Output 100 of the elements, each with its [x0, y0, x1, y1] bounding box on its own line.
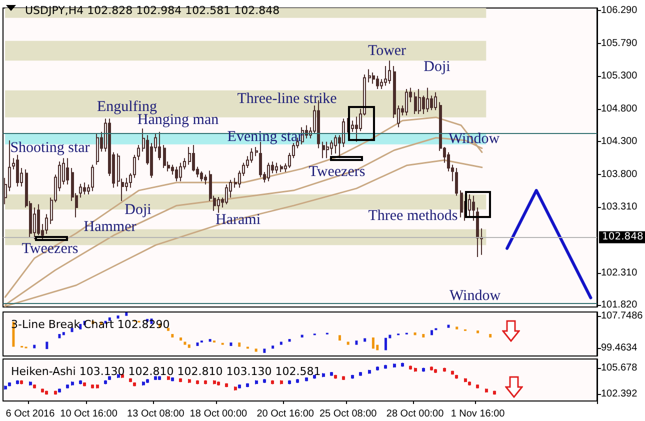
y-tick-label: 105.678 [601, 362, 638, 374]
y-tick-label: 104.800 [601, 103, 638, 114]
candlestick [280, 164, 283, 172]
candlestick [91, 164, 94, 192]
candlestick [476, 384, 479, 389]
bar [184, 342, 186, 345]
x-tick-label: 10 Oct 16:00 [60, 408, 118, 420]
annotation: Hammer [84, 219, 136, 235]
y-tick-label: 101.820 [601, 300, 638, 311]
bar [422, 334, 425, 338]
candlestick [146, 378, 149, 384]
candlestick [87, 184, 90, 195]
candlestick [326, 141, 329, 159]
y-tick-label: 99.4634 [601, 342, 638, 354]
candlestick [334, 374, 337, 380]
bar [288, 339, 291, 342]
bar [33, 344, 36, 348]
candlestick [91, 384, 94, 389]
annotation: Shooting star [10, 140, 90, 156]
candlestick [393, 363, 396, 368]
candlestick [275, 162, 278, 174]
candlestick [217, 196, 220, 214]
candlestick [472, 195, 475, 222]
candlestick [133, 154, 136, 178]
y-tick-label: 103.800 [601, 169, 638, 180]
candlestick [493, 390, 496, 396]
candlestick [414, 367, 417, 372]
candlestick [117, 374, 120, 378]
candlestick [66, 384, 69, 389]
y-tick-label: 106.290 [601, 5, 638, 16]
candlestick [33, 384, 36, 389]
bar [447, 324, 450, 328]
candlestick [20, 380, 23, 385]
candlestick [83, 182, 86, 195]
bar [238, 342, 241, 347]
candlestick [255, 146, 258, 157]
candlestick [71, 381, 74, 386]
candlestick [246, 382, 249, 388]
candlestick [234, 386, 237, 391]
candlestick [213, 380, 216, 385]
candlestick [196, 380, 199, 385]
candlestick [368, 369, 371, 374]
candlestick [37, 204, 40, 236]
candlestick [330, 371, 333, 376]
annotation: Doji [124, 202, 152, 218]
candlestick [455, 374, 458, 380]
candlestick [280, 380, 283, 385]
candlestick [468, 381, 471, 386]
candlestick [158, 131, 161, 161]
candlestick [414, 92, 417, 115]
candlestick [288, 380, 291, 385]
y-tick-label: 105.300 [601, 70, 638, 82]
candlestick [79, 380, 82, 385]
candlestick [476, 207, 479, 258]
y-tick-label: 104.300 [601, 136, 638, 148]
candlestick [129, 378, 132, 383]
bar [372, 337, 374, 349]
annotation: Tweezers [22, 241, 78, 257]
candlestick [200, 170, 203, 182]
bar [263, 348, 266, 353]
candlestick [485, 388, 488, 394]
candlestick [434, 92, 437, 111]
candlestick [142, 381, 145, 386]
candlestick [263, 378, 266, 384]
candlestick [96, 133, 99, 166]
annotation: Tower [368, 43, 406, 59]
candlestick [322, 372, 325, 378]
candlestick [296, 378, 299, 384]
candlestick [83, 382, 86, 387]
bar [355, 340, 358, 345]
bar [62, 332, 65, 336]
annotation: Doji [424, 59, 450, 75]
candlestick [175, 166, 178, 182]
bar [300, 334, 304, 338]
candlestick [409, 365, 412, 370]
candlestick [376, 75, 379, 90]
candlestick [225, 382, 228, 388]
bar [125, 312, 128, 316]
candlestick [426, 87, 429, 113]
candlestick [351, 374, 354, 380]
candlestick [443, 367, 446, 372]
bar [272, 346, 274, 349]
bar [254, 348, 258, 352]
candlestick [121, 374, 124, 378]
candlestick [79, 183, 82, 198]
candlestick [45, 390, 48, 396]
candlestick [217, 381, 220, 386]
annotation: Window [449, 288, 501, 304]
x-tick-label: 25 Oct 08:00 [319, 408, 378, 420]
candlestick [179, 378, 182, 383]
bar [364, 338, 366, 342]
candlestick [29, 381, 32, 386]
candlestick [313, 374, 316, 380]
x-tick-label: 20 Oct 16:00 [256, 408, 314, 420]
candlestick [388, 60, 391, 84]
bar [171, 334, 174, 338]
candlestick [167, 376, 170, 381]
y-tick-label: 105.790 [601, 38, 638, 50]
candlestick [376, 366, 379, 371]
candlestick [171, 376, 174, 382]
